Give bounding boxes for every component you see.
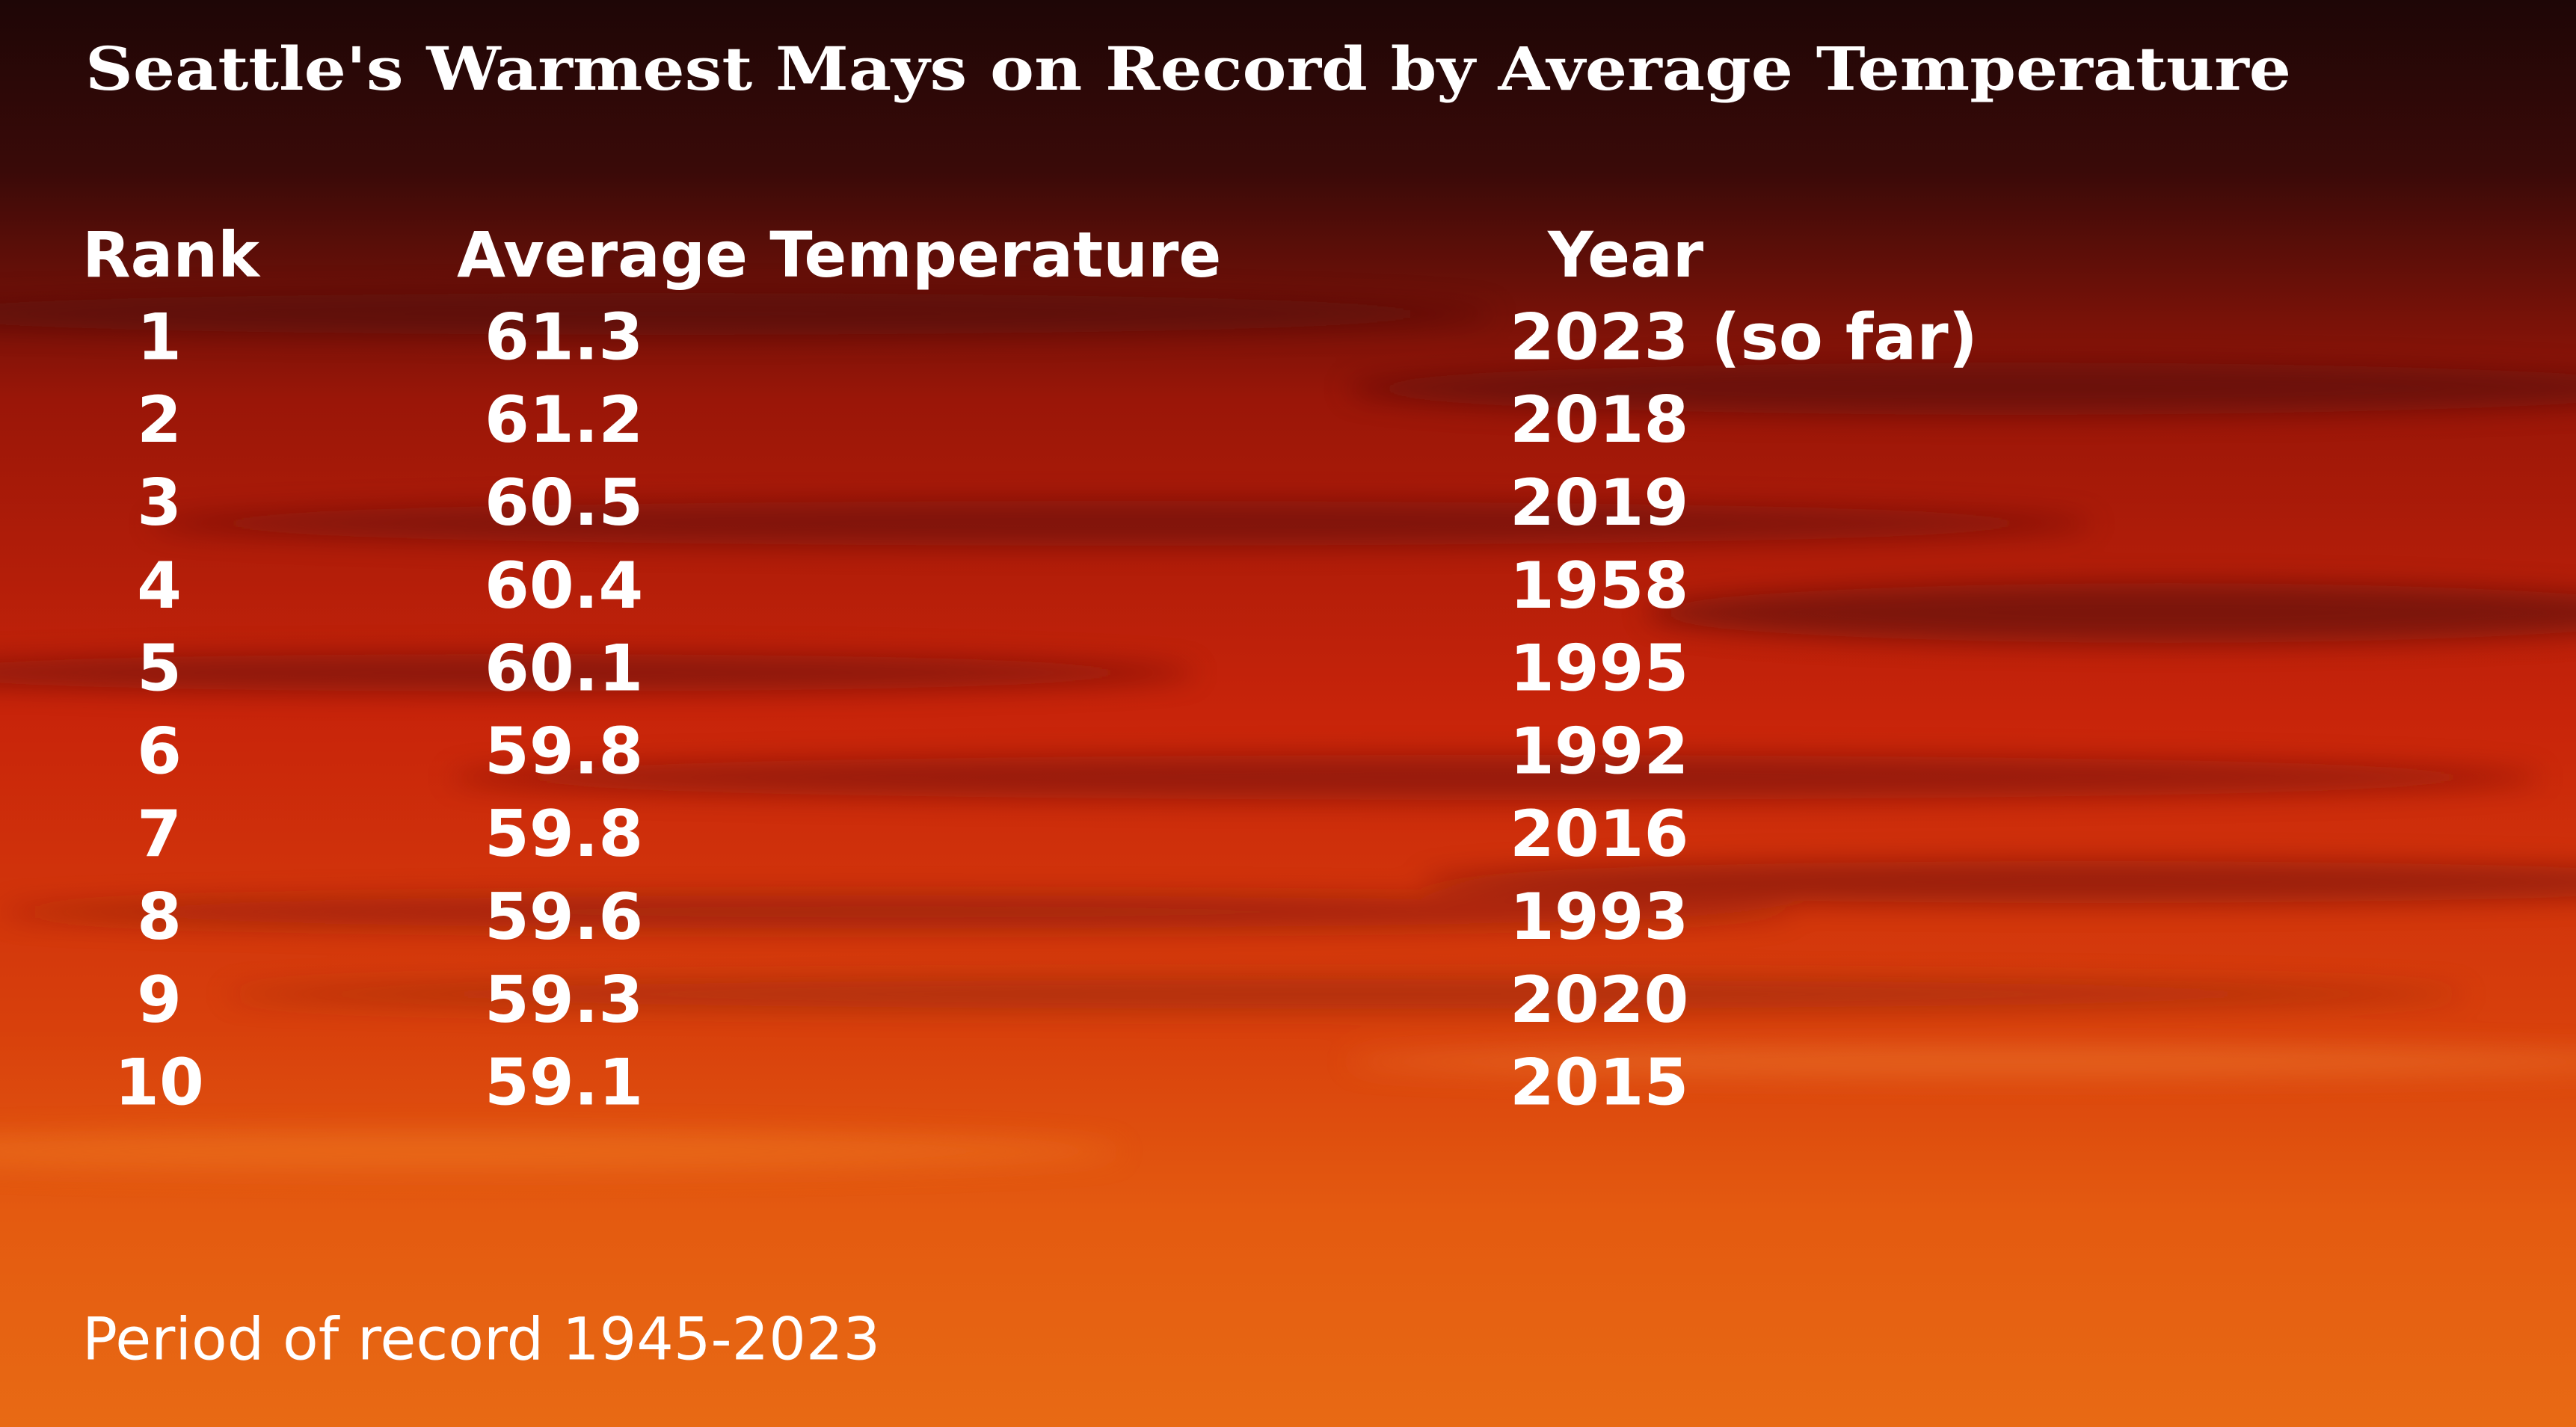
table-cell: 59.8: [485, 714, 643, 789]
table-cell: 5: [137, 632, 182, 706]
table-cell: 1958: [1510, 549, 1688, 623]
table-cell: 4: [137, 549, 182, 623]
table-cell: 60.1: [485, 632, 643, 706]
table-cell: 61.3: [485, 300, 643, 375]
clouds: [0, 293, 2576, 1170]
table-cell: 59.6: [485, 880, 643, 955]
table-cell: 60.5: [485, 466, 643, 540]
table-cell: 61.2: [485, 383, 643, 457]
table-cell: 59.8: [485, 797, 643, 872]
column-header: Year: [1547, 218, 1704, 292]
table-cell: 3: [137, 466, 182, 540]
table-cell: 2018: [1510, 383, 1688, 457]
table-cell: 9: [137, 963, 182, 1038]
table-cell: 2020: [1510, 963, 1688, 1038]
table-cell: 10: [114, 1046, 204, 1121]
table-cell: 6: [137, 714, 182, 789]
table-cell: 1993: [1510, 880, 1688, 955]
column-header: Average Temperature: [457, 218, 1221, 292]
table-cell: 2016: [1510, 797, 1688, 872]
table-cell: 2: [137, 383, 182, 457]
table-cell: 1992: [1510, 714, 1688, 789]
table-cell: 59.3: [485, 963, 643, 1038]
table-cell: 2019: [1510, 466, 1688, 540]
table-cell: 60.4: [485, 549, 643, 623]
title: Seattle's Warmest Mays on Record by Aver…: [85, 34, 2291, 104]
table: Rank Average Temperature Year 1 61.3 2023 (so…: [82, 218, 1978, 1121]
table-cell: 2015: [1510, 1046, 1688, 1121]
table-cell: 1: [137, 300, 182, 375]
footer-note: Period of record 1945-2023: [82, 1306, 880, 1373]
table-cell: 1995: [1510, 632, 1688, 706]
table-cell: 59.1: [485, 1046, 643, 1121]
table-cell: 7: [137, 797, 182, 872]
table-cell: 2023 (so far): [1510, 300, 1978, 375]
column-header: Rank: [82, 218, 261, 292]
table-cell: 8: [137, 880, 182, 955]
